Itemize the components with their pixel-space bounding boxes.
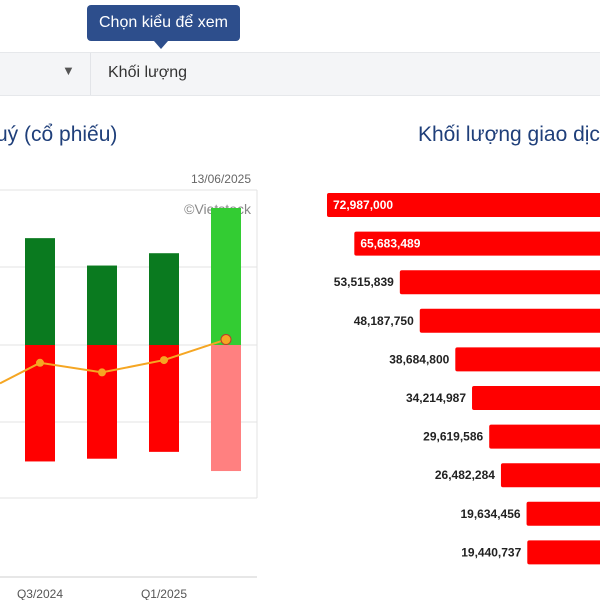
- volume-bar-7: [500, 463, 600, 488]
- volume-label-7: 26,482,284: [435, 468, 495, 482]
- positive-bar-0: [25, 238, 55, 345]
- volume-label-8: 19,634,456: [460, 507, 520, 521]
- volume-bar-8: [526, 501, 600, 526]
- line-point-0: [36, 358, 44, 367]
- volume-bar-3: [419, 308, 600, 333]
- positive-bar-3: [211, 208, 241, 345]
- caret-down-icon[interactable]: ▼: [62, 63, 75, 78]
- x-tick-label-0: Q3/2024: [17, 587, 63, 600]
- volume-bar-1: [354, 231, 600, 256]
- volume-label-5: 34,214,987: [406, 391, 466, 405]
- positive-bar-2: [149, 253, 179, 345]
- volume-bar-0: [327, 193, 600, 217]
- volume-label-6: 29,619,586: [423, 430, 483, 444]
- positive-bar-1: [87, 265, 117, 345]
- right-chart-title: Khối lượng giao dịc: [418, 123, 600, 146]
- volume-label-9: 19,440,737: [461, 545, 521, 559]
- volume-label-2: 53,515,839: [334, 275, 394, 289]
- volume-label-3: 48,187,750: [354, 314, 414, 328]
- left-dropdown[interactable]: ▼: [0, 53, 91, 95]
- view-selector-bar: ▼ Khối lượng: [0, 52, 600, 96]
- chart-date: 13/06/2025: [190, 172, 251, 186]
- line-point-2: [160, 356, 168, 365]
- x-tick-label-1: Q1/2025: [141, 587, 187, 600]
- volume-bar-9: [527, 540, 600, 565]
- negative-bar-1: [87, 345, 117, 459]
- volume-bar-5: [472, 386, 600, 410]
- view-type-tooltip: Chọn kiểu để xem: [87, 5, 240, 41]
- tooltip-tail: [154, 41, 168, 49]
- volume-label-4: 38,684,800: [389, 352, 449, 366]
- volume-dropdown[interactable]: Khối lượng: [108, 64, 188, 81]
- volume-label-1: 65,683,489: [360, 237, 420, 251]
- negative-bar-3: [211, 345, 241, 472]
- line-point-1: [98, 368, 106, 377]
- volume-bar-4: [455, 347, 600, 372]
- line-point-3: [220, 334, 232, 346]
- left-chart-title: uý (cổ phiếu): [0, 123, 118, 146]
- volume-bar-2: [399, 270, 600, 295]
- volume-label-0: 72,987,000: [333, 198, 393, 212]
- volume-bar-6: [489, 424, 600, 449]
